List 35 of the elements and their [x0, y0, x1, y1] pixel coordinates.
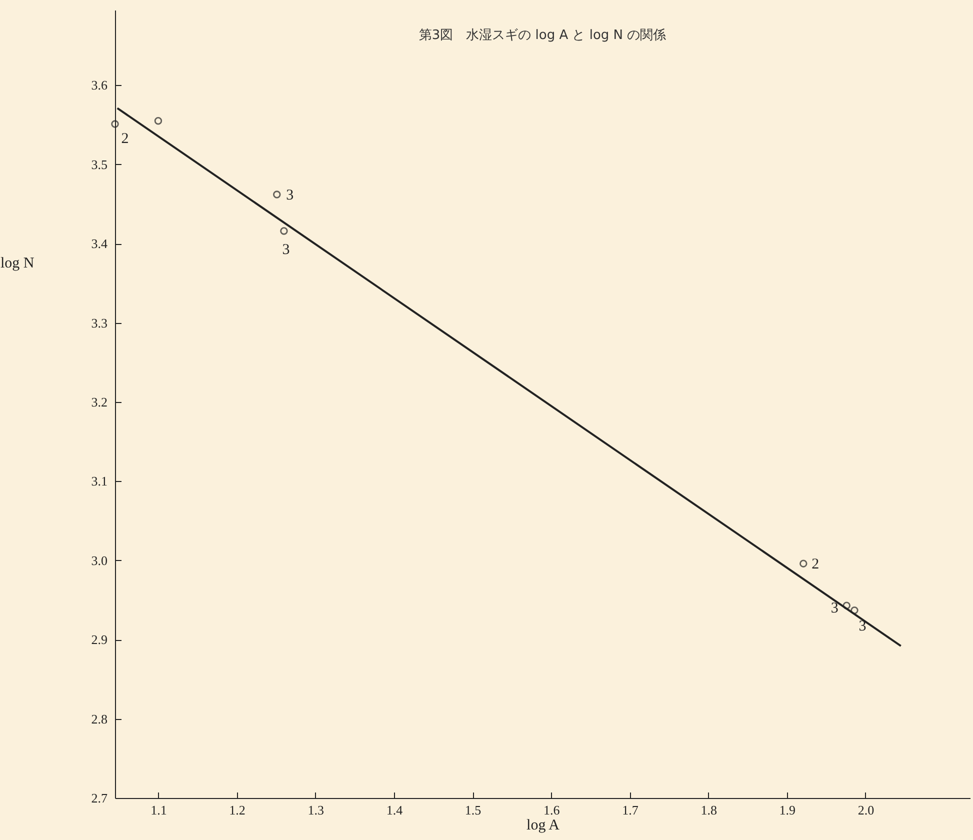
x-tick-label: 1.9: [779, 802, 796, 818]
x-tick-label: 1.4: [386, 802, 404, 818]
y-tick-label: 3.3: [91, 315, 108, 330]
x-tick-label: 1.8: [700, 802, 717, 818]
x-tick-label: 1.1: [150, 802, 167, 818]
point: [111, 120, 119, 128]
y-tick-label: 3.0: [91, 552, 108, 568]
annotation: 2: [812, 556, 820, 573]
x-tick-label: 1.3: [308, 802, 324, 818]
annotation: 2: [121, 131, 129, 148]
point: [842, 602, 850, 610]
point: [280, 227, 288, 235]
y-tick-label: 3.4: [91, 236, 108, 252]
point: [154, 117, 162, 125]
annotation: 3: [286, 188, 294, 204]
y-tick-label: 2.9: [91, 632, 108, 648]
x-tick-label: 1.6: [544, 802, 560, 818]
annotation: 3: [830, 600, 838, 617]
y-tick-label: 2.7: [91, 790, 108, 806]
point: [273, 190, 281, 198]
x-tick-label: 1.5: [464, 802, 482, 818]
y-tick-label: 3.6: [91, 78, 108, 93]
x-tick-label: 2.0: [858, 802, 874, 818]
text: 第3図 水湿スギの log A と log N の関係: [418, 28, 666, 43]
y-tick-label: 2.8: [91, 711, 108, 726]
y-tick-label: 3.1: [91, 474, 108, 489]
point: [850, 606, 858, 614]
y-tick-label: 3.2: [91, 394, 108, 410]
x-tick-label: 1.7: [622, 802, 639, 818]
point: [800, 560, 808, 568]
x-tick-label: 1.2: [229, 802, 246, 818]
y-tick-label: 3.5: [91, 156, 108, 172]
x-axis-title: log A: [526, 818, 560, 834]
y-axis-title: log N: [0, 256, 34, 272]
annotation: 3: [282, 242, 290, 258]
